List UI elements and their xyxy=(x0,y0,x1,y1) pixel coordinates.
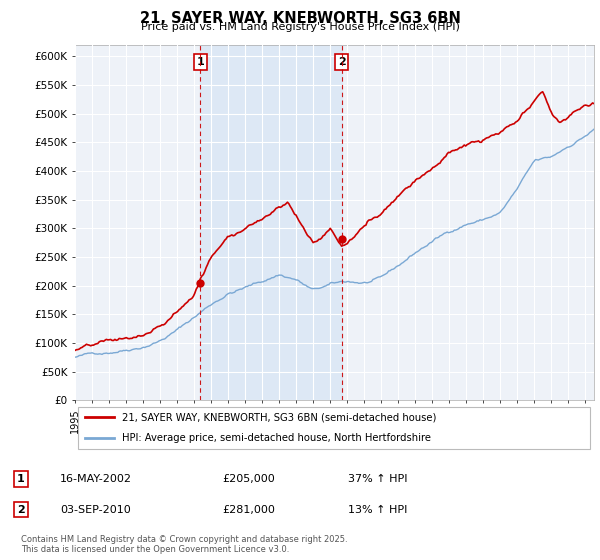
Text: 2: 2 xyxy=(17,505,25,515)
Text: £281,000: £281,000 xyxy=(222,505,275,515)
Text: Contains HM Land Registry data © Crown copyright and database right 2025.
This d: Contains HM Land Registry data © Crown c… xyxy=(21,535,347,554)
Text: 16-MAY-2002: 16-MAY-2002 xyxy=(60,474,132,484)
Text: 03-SEP-2010: 03-SEP-2010 xyxy=(60,505,131,515)
Text: 13% ↑ HPI: 13% ↑ HPI xyxy=(348,505,407,515)
Text: £205,000: £205,000 xyxy=(222,474,275,484)
Text: HPI: Average price, semi-detached house, North Hertfordshire: HPI: Average price, semi-detached house,… xyxy=(122,433,431,444)
Text: 1: 1 xyxy=(197,57,204,67)
Text: 21, SAYER WAY, KNEBWORTH, SG3 6BN (semi-detached house): 21, SAYER WAY, KNEBWORTH, SG3 6BN (semi-… xyxy=(122,412,436,422)
Bar xyxy=(200,45,341,400)
FancyBboxPatch shape xyxy=(77,407,590,449)
Text: 37% ↑ HPI: 37% ↑ HPI xyxy=(348,474,407,484)
Text: 21, SAYER WAY, KNEBWORTH, SG3 6BN: 21, SAYER WAY, KNEBWORTH, SG3 6BN xyxy=(140,11,460,26)
Text: 2: 2 xyxy=(338,57,346,67)
Text: Price paid vs. HM Land Registry's House Price Index (HPI): Price paid vs. HM Land Registry's House … xyxy=(140,22,460,32)
Text: 1: 1 xyxy=(17,474,25,484)
